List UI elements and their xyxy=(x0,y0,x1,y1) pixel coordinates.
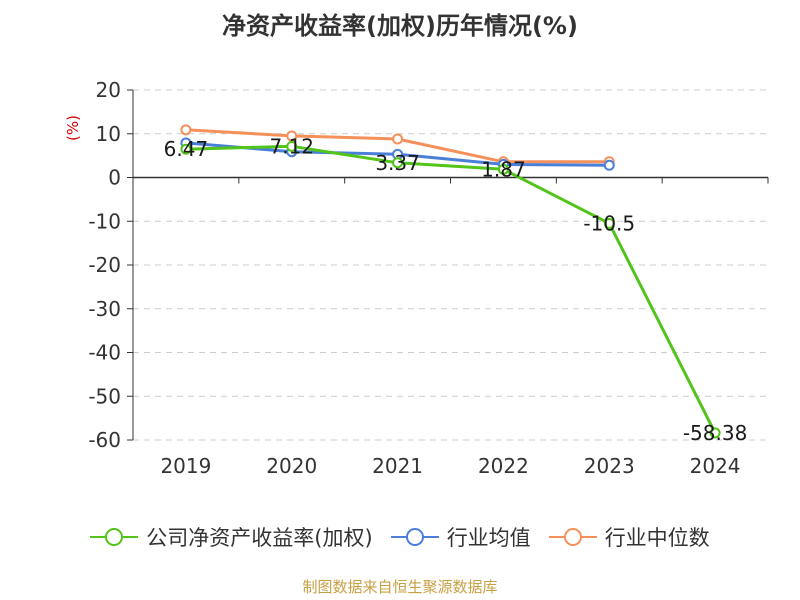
data-point-0 xyxy=(709,427,721,439)
chart-title: 净资产收益率(加权)历年情况(%) xyxy=(222,12,578,40)
legend-marker-industry-mean xyxy=(405,528,424,546)
y-tick-label: -40 xyxy=(88,341,121,365)
data-label: -58.38 xyxy=(683,421,747,445)
data-label: 3.37 xyxy=(375,151,420,175)
legend-label-company: 公司净资产收益率(加权) xyxy=(146,526,373,550)
y-tick-label: -60 xyxy=(88,428,121,452)
y-tick-label: -20 xyxy=(88,253,121,277)
data-label: 6.47 xyxy=(164,137,209,161)
data-label: -10.5 xyxy=(583,211,635,235)
data-point-0 xyxy=(180,143,192,155)
legend-item-industry-median[interactable]: 行业中位数 xyxy=(548,522,710,552)
y-tick-label: 10 xyxy=(96,122,121,146)
legend: 公司净资产收益率(加权) 行业均值 行业中位数 xyxy=(0,522,800,552)
data-point-1 xyxy=(603,159,615,171)
data-point-2 xyxy=(392,133,404,145)
legend-marker-company xyxy=(105,528,124,546)
data-point-0 xyxy=(497,163,509,175)
legend-item-industry-mean[interactable]: 行业均值 xyxy=(390,522,531,552)
y-tick-label: -30 xyxy=(88,297,121,321)
y-tick-label: 0 xyxy=(108,166,121,190)
legend-swatch-industry-median xyxy=(548,527,597,547)
legend-label-industry-median: 行业中位数 xyxy=(604,526,710,550)
y-tick-label: -10 xyxy=(88,209,121,233)
y-tick-label: 20 xyxy=(96,78,121,102)
data-point-2 xyxy=(286,130,298,142)
x-tick-label: 2019 xyxy=(160,454,211,478)
data-point-0 xyxy=(603,217,615,229)
data-point-0 xyxy=(286,140,298,152)
data-label: 1.87 xyxy=(481,157,526,181)
series-line-0 xyxy=(185,144,717,434)
x-tick-label: 2020 xyxy=(266,454,317,478)
legend-item-company[interactable]: 公司净资产收益率(加权) xyxy=(90,522,373,552)
x-tick-label: 2021 xyxy=(372,454,423,478)
source-note: 制图数据来自恒生聚源数据库 xyxy=(302,578,498,596)
x-tick-label: 2023 xyxy=(584,454,635,478)
data-label: 7.12 xyxy=(269,134,314,158)
legend-label-industry-mean: 行业均值 xyxy=(446,526,531,550)
legend-swatch-industry-mean xyxy=(390,527,439,547)
data-point-0 xyxy=(392,157,404,169)
x-tick-label: 2022 xyxy=(478,454,529,478)
legend-swatch-company xyxy=(90,527,139,547)
y-tick-label: -50 xyxy=(88,384,121,408)
data-point-2 xyxy=(180,124,192,136)
y-unit-label: (%) xyxy=(64,115,82,141)
legend-marker-industry-median xyxy=(563,528,582,546)
x-tick-label: 2024 xyxy=(690,454,741,478)
